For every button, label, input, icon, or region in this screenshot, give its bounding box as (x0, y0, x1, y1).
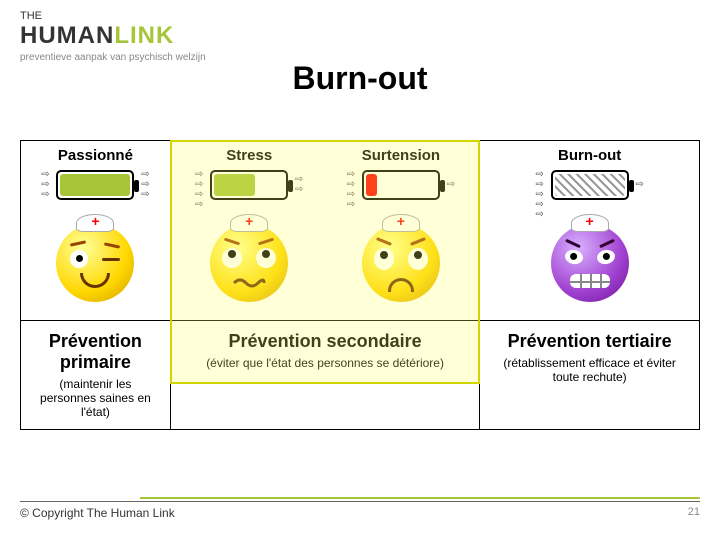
prevention-primary-sub: (maintenir les personnes saines en l'éta… (25, 375, 166, 425)
page-number: 21 (688, 502, 700, 518)
logo-human: HUMAN (20, 22, 114, 49)
cell-prevention-tertiary: Prévention tertiaire (rétablissement eff… (480, 321, 700, 430)
stages-row: Passionné ⇨⇨⇨ ⇨⇨⇨ (21, 141, 700, 321)
stage-label-passionne: Passionné (25, 145, 166, 170)
hatch-icon (555, 174, 625, 196)
wink-face-icon (56, 224, 134, 302)
logo-link: LINK (114, 22, 174, 49)
nurse-cap-icon (382, 214, 420, 232)
battery-icon (210, 170, 288, 200)
arrows-in-icon: ⇨⇨⇨⇨ (188, 170, 210, 200)
arrows-out-icon: ⇨⇨ (290, 170, 308, 200)
battery-surtension: ⇨⇨⇨⇨ ⇨ (327, 170, 474, 212)
arrows-out-icon: ⇨⇨⇨ (136, 170, 154, 200)
arrows-in-icon: ⇨⇨⇨⇨ (340, 170, 362, 200)
prevention-tertiary-sub: (rétablissement efficace et éviter toute… (484, 354, 695, 390)
page-title: Burn-out (0, 60, 720, 97)
stages-table: Passionné ⇨⇨⇨ ⇨⇨⇨ (20, 140, 700, 430)
battery-icon (362, 170, 440, 200)
sad-face-icon (362, 224, 440, 302)
stage-label-stress: Stress (176, 145, 323, 170)
battery-icon (56, 170, 134, 200)
grit-teeth-icon (570, 274, 610, 288)
stage-surtension: Surtension ⇨⇨⇨⇨ ⇨ (327, 145, 474, 316)
logo-main: HUMANLINK (20, 22, 174, 49)
arrows-out-icon: ⇨ (442, 170, 460, 200)
nurse-cap-icon (230, 214, 268, 232)
angry-face-icon (551, 224, 629, 302)
nurse-cap-icon (76, 214, 114, 232)
wavy-mouth-icon (232, 277, 266, 289)
face-passionne (25, 216, 166, 316)
footer: © Copyright The Human Link 21 (20, 497, 700, 522)
prevention-row: Prévention primaire (maintenir les perso… (21, 321, 700, 430)
worried-face-icon (210, 224, 288, 302)
battery-burnout: ⇨⇨⇨⇨⇨ ⇨ (484, 170, 695, 212)
prevention-tertiary-title: Prévention tertiaire (484, 325, 695, 354)
cell-prevention-secondary: Prévention secondaire (éviter que l'état… (170, 321, 479, 430)
nurse-cap-icon (571, 214, 609, 232)
face-burnout (484, 216, 695, 316)
stage-label-surtension: Surtension (327, 145, 474, 170)
stage-label-burnout: Burn-out (484, 145, 695, 170)
prevention-primary-title: Prévention primaire (25, 325, 166, 375)
arrows-in-icon: ⇨⇨⇨ (34, 170, 56, 200)
arrows-out-icon: ⇨ (631, 170, 649, 200)
battery-passionne: ⇨⇨⇨ ⇨⇨⇨ (25, 170, 166, 212)
arrows-in-icon: ⇨⇨⇨⇨⇨ (529, 170, 551, 200)
stage-stress: Stress ⇨⇨⇨⇨ ⇨⇨ (176, 145, 323, 316)
cell-passionne: Passionné ⇨⇨⇨ ⇨⇨⇨ (21, 141, 171, 321)
cell-burnout: Burn-out ⇨⇨⇨⇨⇨ ⇨ (480, 141, 700, 321)
stages-grid: Passionné ⇨⇨⇨ ⇨⇨⇨ (20, 140, 700, 430)
prevention-secondary-sub: (éviter que l'état des personnes se dété… (175, 354, 475, 376)
face-stress (176, 216, 323, 316)
footer-accent-line (140, 497, 700, 499)
battery-stress: ⇨⇨⇨⇨ ⇨⇨ (176, 170, 323, 212)
cell-prevention-primary: Prévention primaire (maintenir les perso… (21, 321, 171, 430)
copyright-text: © Copyright The Human Link (20, 502, 175, 520)
battery-icon (551, 170, 629, 200)
prevention-secondary-title: Prévention secondaire (175, 325, 475, 354)
logo-the: THE (20, 10, 206, 22)
cell-stress-surtension: Stress ⇨⇨⇨⇨ ⇨⇨ (170, 141, 479, 321)
brand-logo: THE HUMANLINK preventieve aanpak van psy… (20, 10, 206, 63)
face-surtension (327, 216, 474, 316)
